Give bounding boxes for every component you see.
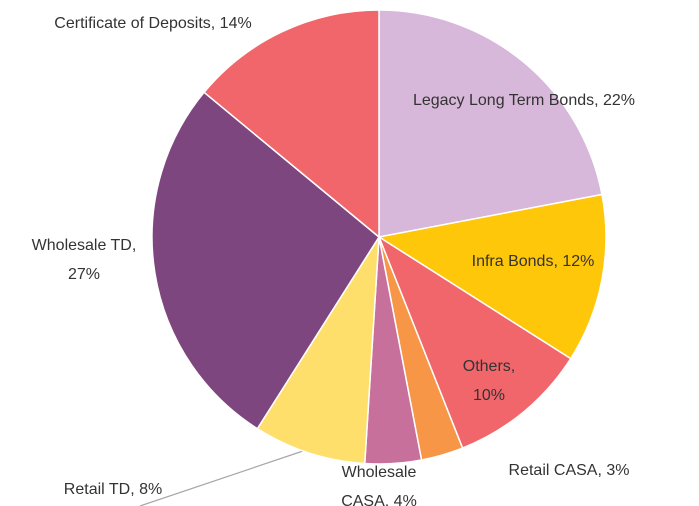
data-label: Infra Bonds, 12% xyxy=(472,253,595,270)
leader-line xyxy=(139,450,304,506)
pie-slice xyxy=(377,235,572,450)
pie-slice xyxy=(256,236,380,465)
data-label: Wholesale xyxy=(342,464,417,481)
data-label: Wholesale TD, xyxy=(32,237,137,254)
data-label: Others, xyxy=(463,358,515,375)
data-label: 27% xyxy=(68,266,100,283)
data-label: Legacy Long Term Bonds, 22% xyxy=(413,92,635,109)
pie-slice xyxy=(376,193,607,360)
data-label: CASA, 4% xyxy=(341,493,417,506)
pie-slice xyxy=(151,91,380,430)
data-label: 10% xyxy=(473,387,505,404)
pie-slice xyxy=(203,9,380,239)
data-label: Retail CASA, 3% xyxy=(509,462,630,479)
data-label: Certificate of Deposits, 14% xyxy=(54,15,251,32)
data-label: Retail TD, 8% xyxy=(64,481,162,498)
pie-slice xyxy=(378,9,603,238)
